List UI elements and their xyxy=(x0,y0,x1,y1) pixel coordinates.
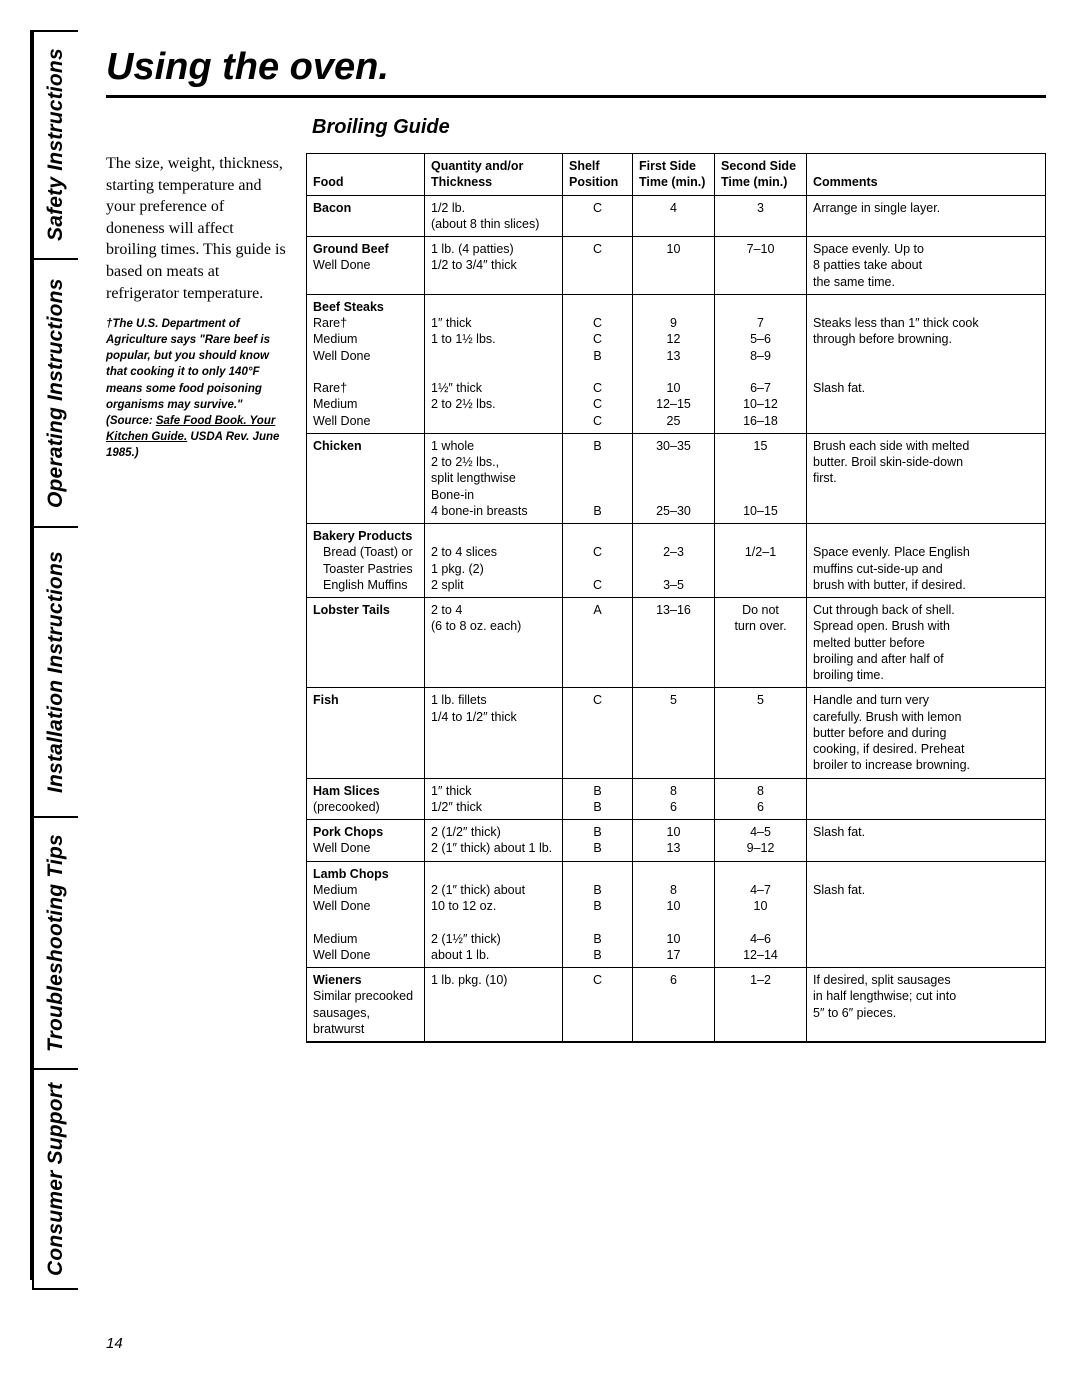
footnote: †The U.S. Department of Agriculture says… xyxy=(106,316,286,461)
table-row: Ground BeefWell Done 1 lb. (4 patties)1/… xyxy=(306,237,1046,295)
section-title: Broiling Guide xyxy=(312,116,1046,139)
table-row: Lamb ChopsMediumWell Done MediumWell Don… xyxy=(306,862,1046,969)
tab-troubleshooting: Troubleshooting Tips xyxy=(32,818,78,1070)
col-shelf: ShelfPosition xyxy=(562,154,632,195)
table-row: Pork ChopsWell Done2 (1/2″ thick)2 (1″ t… xyxy=(306,820,1046,862)
table-row: Chicken 1 whole2 to 2½ lbs.,split length… xyxy=(306,434,1046,524)
side-tabs: Safety Instructions Operating Instructio… xyxy=(30,30,76,1280)
col-food: Food xyxy=(306,154,424,195)
col-first: First SideTime (min.) xyxy=(632,154,714,195)
intro-column: The size, weight, thickness, starting te… xyxy=(106,153,306,473)
page-title: Using the oven. xyxy=(106,30,1046,98)
table-row: Bakery ProductsBread (Toast) orToaster P… xyxy=(306,524,1046,598)
intro-text: The size, weight, thickness, starting te… xyxy=(106,153,286,304)
tab-consumer: Consumer Support xyxy=(32,1070,78,1290)
table-row: Fish 1 lb. fillets1/4 to 1/2″ thick C 5 … xyxy=(306,688,1046,778)
table-row: WienersSimilar precookedsausages,bratwur… xyxy=(306,968,1046,1042)
table-row: Lobster Tails 2 to 4(6 to 8 oz. each) A … xyxy=(306,598,1046,688)
col-comments: Comments xyxy=(806,154,1046,195)
broiling-guide-table: Food Quantity and/orThickness ShelfPosit… xyxy=(306,153,1046,1043)
col-qty: Quantity and/orThickness xyxy=(424,154,562,195)
table-row: Ham Slices(precooked)1″ thick1/2″ thickB… xyxy=(306,779,1046,821)
footnote-pre: †The U.S. Department of Agriculture says… xyxy=(106,318,270,427)
tab-installation: Installation Instructions xyxy=(32,528,78,818)
table-row: Bacon 1/2 lb.(about 8 thin slices)C 4 3 … xyxy=(306,196,1046,238)
page-number: 14 xyxy=(106,1335,123,1352)
table-header: Food Quantity and/orThickness ShelfPosit… xyxy=(306,154,1046,196)
tab-operating: Operating Instructions xyxy=(32,260,78,528)
tab-safety: Safety Instructions xyxy=(32,30,78,260)
table-row: Beef SteaksRare†MediumWell Done Rare†Med… xyxy=(306,295,1046,434)
col-second: Second SideTime (min.) xyxy=(714,154,806,195)
